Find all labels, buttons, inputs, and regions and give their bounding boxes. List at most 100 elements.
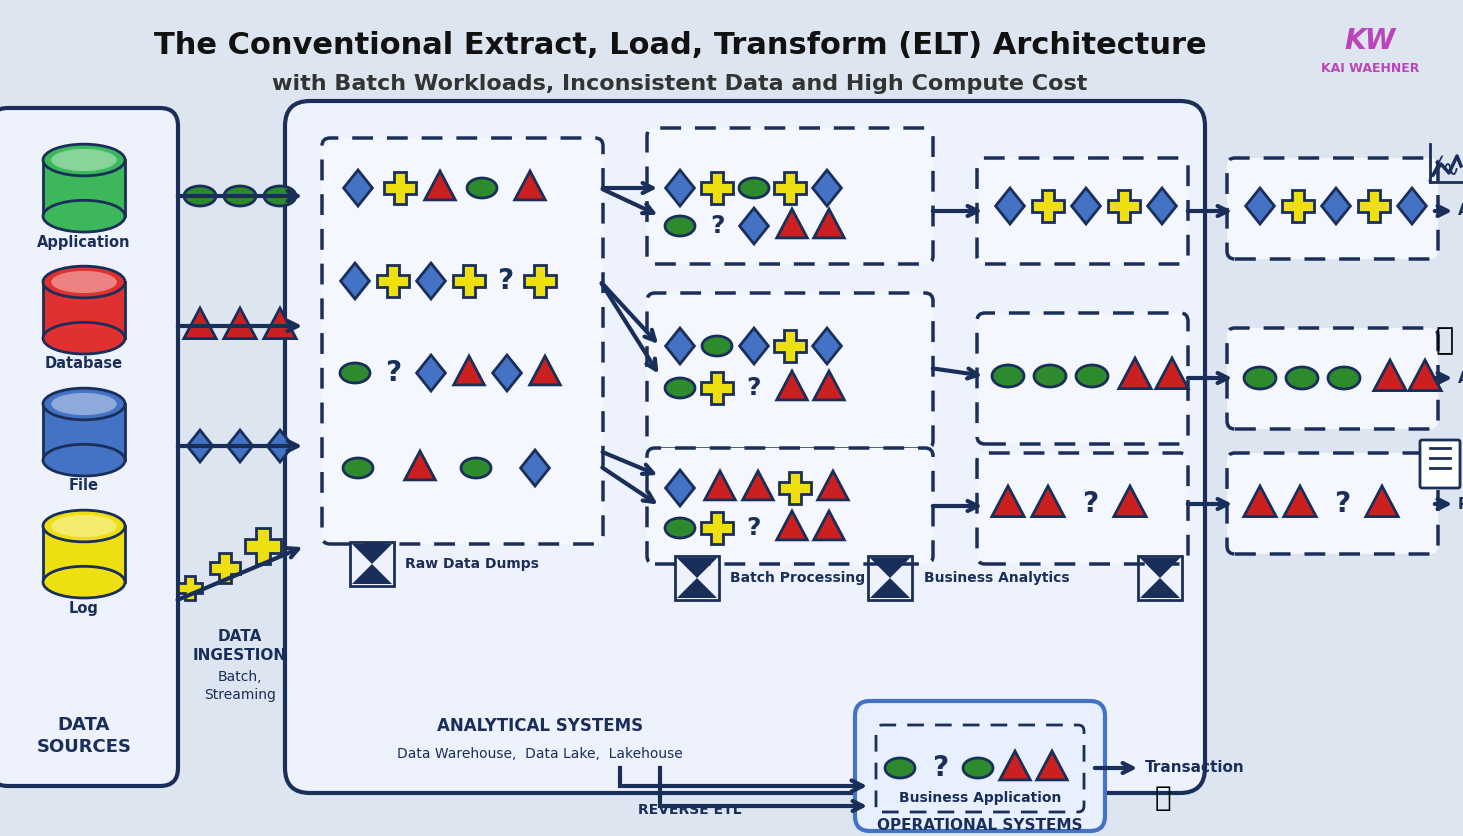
FancyBboxPatch shape (285, 101, 1206, 793)
Polygon shape (740, 328, 768, 364)
Polygon shape (417, 263, 445, 299)
Polygon shape (1031, 190, 1064, 222)
Polygon shape (677, 578, 717, 598)
Ellipse shape (702, 336, 732, 356)
FancyBboxPatch shape (1227, 453, 1438, 554)
Polygon shape (870, 578, 910, 598)
Polygon shape (42, 526, 124, 582)
Ellipse shape (1075, 365, 1107, 387)
Text: 💸: 💸 (1154, 784, 1172, 812)
Text: ?: ? (385, 359, 401, 387)
FancyBboxPatch shape (876, 725, 1084, 812)
Polygon shape (42, 160, 124, 217)
FancyBboxPatch shape (1421, 440, 1460, 488)
Text: Report: Report (1459, 497, 1463, 512)
Polygon shape (813, 209, 844, 238)
Text: File: File (69, 478, 99, 493)
Polygon shape (424, 171, 455, 200)
Text: ?: ? (710, 214, 724, 238)
Ellipse shape (42, 566, 124, 598)
Polygon shape (705, 471, 736, 500)
FancyBboxPatch shape (977, 158, 1188, 264)
FancyBboxPatch shape (647, 448, 933, 564)
Polygon shape (818, 471, 849, 500)
Ellipse shape (666, 216, 695, 236)
Polygon shape (777, 209, 808, 238)
Polygon shape (383, 172, 415, 204)
Polygon shape (454, 265, 486, 297)
Text: Business Application: Business Application (898, 791, 1061, 805)
Polygon shape (778, 472, 811, 504)
Polygon shape (521, 450, 550, 486)
Polygon shape (1409, 360, 1441, 390)
Text: 🧠: 🧠 (1435, 327, 1454, 355)
Ellipse shape (1328, 367, 1361, 389)
Text: Application: Application (37, 235, 130, 249)
Text: Analytics: Analytics (1459, 203, 1463, 218)
Polygon shape (227, 430, 253, 462)
Ellipse shape (51, 149, 117, 171)
Ellipse shape (963, 758, 993, 778)
Ellipse shape (42, 144, 124, 176)
Polygon shape (353, 544, 392, 564)
Polygon shape (666, 470, 695, 506)
Ellipse shape (666, 378, 695, 398)
Polygon shape (377, 265, 410, 297)
Ellipse shape (263, 186, 296, 206)
Polygon shape (996, 188, 1024, 224)
Ellipse shape (42, 266, 124, 298)
Ellipse shape (42, 510, 124, 542)
Polygon shape (813, 511, 844, 540)
FancyBboxPatch shape (854, 701, 1105, 831)
FancyBboxPatch shape (0, 108, 178, 786)
Polygon shape (268, 430, 293, 462)
Text: ?: ? (497, 267, 514, 295)
Polygon shape (178, 576, 202, 600)
Polygon shape (224, 308, 256, 339)
Text: The Conventional Extract, Load, Transform (ELT) Architecture: The Conventional Extract, Load, Transfor… (154, 32, 1207, 60)
Polygon shape (666, 328, 695, 364)
Polygon shape (1031, 486, 1064, 517)
Polygon shape (454, 356, 484, 385)
Polygon shape (515, 171, 546, 200)
Text: Batch Processing: Batch Processing (730, 571, 865, 585)
Polygon shape (777, 511, 808, 540)
Polygon shape (774, 330, 806, 362)
Polygon shape (813, 371, 844, 400)
FancyBboxPatch shape (322, 138, 603, 544)
FancyBboxPatch shape (1227, 158, 1438, 259)
Text: ?: ? (932, 754, 948, 782)
Text: Database: Database (45, 356, 123, 371)
Polygon shape (743, 471, 774, 500)
Polygon shape (1397, 188, 1426, 224)
Ellipse shape (739, 178, 770, 198)
Polygon shape (524, 265, 556, 297)
Polygon shape (530, 356, 560, 385)
Text: Batch,
Streaming: Batch, Streaming (203, 670, 277, 701)
Polygon shape (992, 486, 1024, 517)
Polygon shape (1285, 486, 1317, 517)
Text: OPERATIONAL SYSTEMS: OPERATIONAL SYSTEMS (878, 818, 1083, 833)
Ellipse shape (42, 323, 124, 354)
Polygon shape (1244, 486, 1276, 517)
Polygon shape (1374, 360, 1406, 390)
Polygon shape (1037, 751, 1068, 780)
Ellipse shape (885, 758, 914, 778)
Ellipse shape (51, 515, 117, 537)
Ellipse shape (1286, 367, 1318, 389)
Polygon shape (1366, 486, 1399, 517)
Ellipse shape (342, 458, 373, 478)
Polygon shape (740, 208, 768, 244)
Polygon shape (42, 282, 124, 338)
Polygon shape (187, 430, 212, 462)
Polygon shape (1147, 188, 1176, 224)
Polygon shape (812, 328, 841, 364)
Text: Log: Log (69, 600, 99, 615)
FancyBboxPatch shape (647, 128, 933, 264)
Polygon shape (701, 372, 733, 404)
Ellipse shape (51, 271, 117, 293)
Ellipse shape (1034, 365, 1067, 387)
Polygon shape (777, 371, 808, 400)
Text: Business Analytics: Business Analytics (925, 571, 1069, 585)
Polygon shape (1107, 190, 1140, 222)
